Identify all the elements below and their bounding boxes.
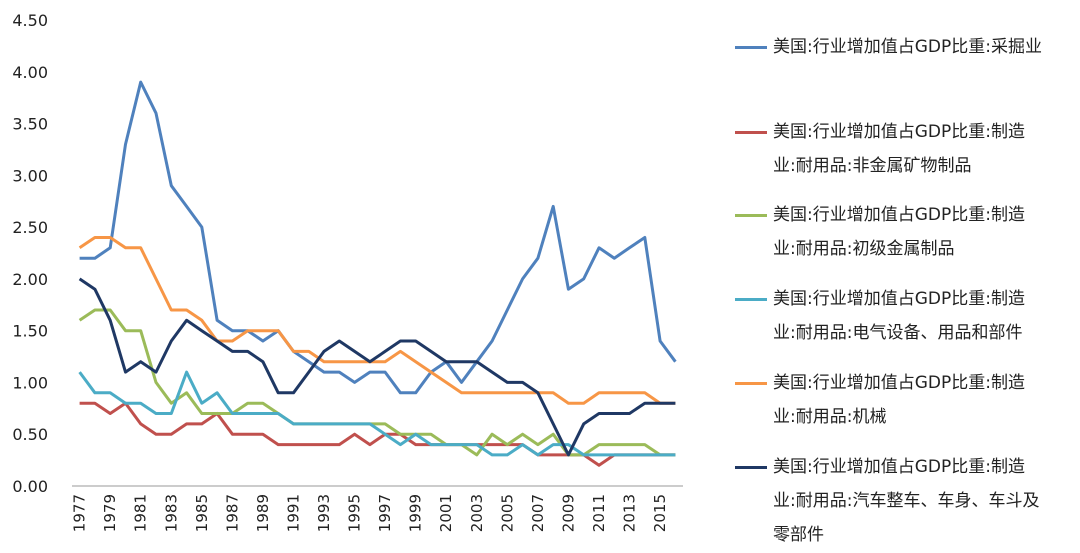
legend-label-line: 零部件 bbox=[773, 525, 824, 545]
legend-label: 美国:行业增加值占GDP比重:制造 业:耐用品:汽车整车、车身、车斗及 零部件 bbox=[773, 450, 1073, 552]
series-layer bbox=[78, 80, 677, 467]
legend-swatch bbox=[735, 46, 767, 49]
series-line-4 bbox=[78, 370, 676, 457]
legend-label-line: 业:耐用品:机械 bbox=[773, 407, 887, 427]
x-tick-label: 2007 bbox=[529, 494, 547, 532]
y-tick-label: 1.00 bbox=[12, 373, 48, 392]
legend-label-line: 美国:行业增加值占GDP比重:制造 bbox=[773, 122, 1025, 142]
x-axis: 1977 1979 1981 1983 1985 1987 1989 1991 1993 1995… bbox=[71, 494, 669, 532]
series-line-3 bbox=[78, 308, 676, 457]
legend-label-line: 业:耐用品:初级金属制品 bbox=[773, 239, 955, 259]
legend-swatch bbox=[735, 466, 767, 469]
legend-label: 美国:行业增加值占GDP比重:制造 业:耐用品:初级金属制品 bbox=[773, 198, 1073, 266]
y-tick-label: 1.50 bbox=[12, 322, 48, 341]
series-line-5 bbox=[78, 236, 676, 405]
series-line-6 bbox=[78, 277, 676, 457]
y-tick-label: 2.50 bbox=[12, 218, 48, 237]
legend-label: 美国:行业增加值占GDP比重:制造 业:耐用品:机械 bbox=[773, 366, 1073, 434]
legend-label: 美国:行业增加值占GDP比重:制造 业:耐用品:非金属矿物制品 bbox=[773, 115, 1073, 183]
x-tick-label: 1999 bbox=[407, 494, 425, 532]
x-tick-label: 2001 bbox=[437, 494, 455, 532]
legend-swatch bbox=[735, 131, 767, 134]
legend-swatch bbox=[735, 298, 767, 301]
y-tick-label: 4.00 bbox=[12, 63, 48, 82]
legend-label: 美国:行业增加值占GDP比重:采掘业 bbox=[773, 30, 1073, 64]
y-tick-label: 3.50 bbox=[12, 115, 48, 134]
x-tick-label: 2005 bbox=[498, 494, 516, 532]
y-tick-label: 2.00 bbox=[12, 270, 48, 289]
legend-label-line: 美国:行业增加值占GDP比重:制造 bbox=[773, 373, 1025, 393]
legend-label-line: 美国:行业增加值占GDP比重:制造 bbox=[773, 205, 1025, 225]
y-tick-label: 3.00 bbox=[12, 166, 48, 185]
x-tick-label: 2015 bbox=[651, 494, 669, 532]
x-tick-label: 1977 bbox=[71, 494, 89, 532]
series-line-1 bbox=[79, 80, 677, 395]
x-tick-label: 1993 bbox=[315, 494, 333, 532]
x-tick-label: 1987 bbox=[223, 494, 241, 532]
x-tick-label: 2011 bbox=[590, 494, 608, 532]
x-tick-label: 1995 bbox=[346, 494, 364, 532]
legend-swatch bbox=[735, 382, 767, 385]
x-tick-label: 2003 bbox=[468, 494, 486, 532]
x-tick-label: 2009 bbox=[559, 494, 577, 532]
x-tick-label: 2013 bbox=[621, 494, 639, 532]
x-tick-label: 1991 bbox=[284, 494, 302, 532]
y-axis: 0.00 0.50 1.00 1.50 2.00 2.50 3.00 3.50 4.00 4.50 bbox=[12, 11, 48, 496]
x-tick-label: 1989 bbox=[254, 494, 272, 532]
legend-label-line: 业:耐用品:非金属矿物制品 bbox=[773, 156, 972, 176]
x-tick-label: 1985 bbox=[193, 494, 211, 532]
x-tick-label: 1997 bbox=[376, 494, 394, 532]
x-tick-label: 1981 bbox=[132, 494, 150, 532]
legend-swatch bbox=[735, 214, 767, 217]
legend-label-line: 美国:行业增加值占GDP比重:采掘业 bbox=[773, 37, 1042, 57]
legend-label-line: 业:耐用品:电气设备、用品和部件 bbox=[773, 323, 1023, 343]
legend-label-line: 业:耐用品:汽车整车、车身、车斗及 bbox=[773, 491, 1040, 511]
legend-label-line: 美国:行业增加值占GDP比重:制造 bbox=[773, 289, 1025, 309]
y-tick-label: 0.50 bbox=[12, 425, 48, 444]
line-chart: 0.00 0.50 1.00 1.50 2.00 2.50 3.00 3.50 4.00 4.50… bbox=[12, 11, 683, 532]
legend-label-line: 美国:行业增加值占GDP比重:制造 bbox=[773, 457, 1025, 477]
legend-label: 美国:行业增加值占GDP比重:制造 业:耐用品:电气设备、用品和部件 bbox=[773, 282, 1073, 350]
x-tick-label: 1979 bbox=[101, 494, 119, 532]
x-tick-label: 1983 bbox=[162, 494, 180, 532]
y-tick-label: 0.00 bbox=[12, 477, 48, 496]
y-tick-label: 4.50 bbox=[12, 11, 48, 30]
